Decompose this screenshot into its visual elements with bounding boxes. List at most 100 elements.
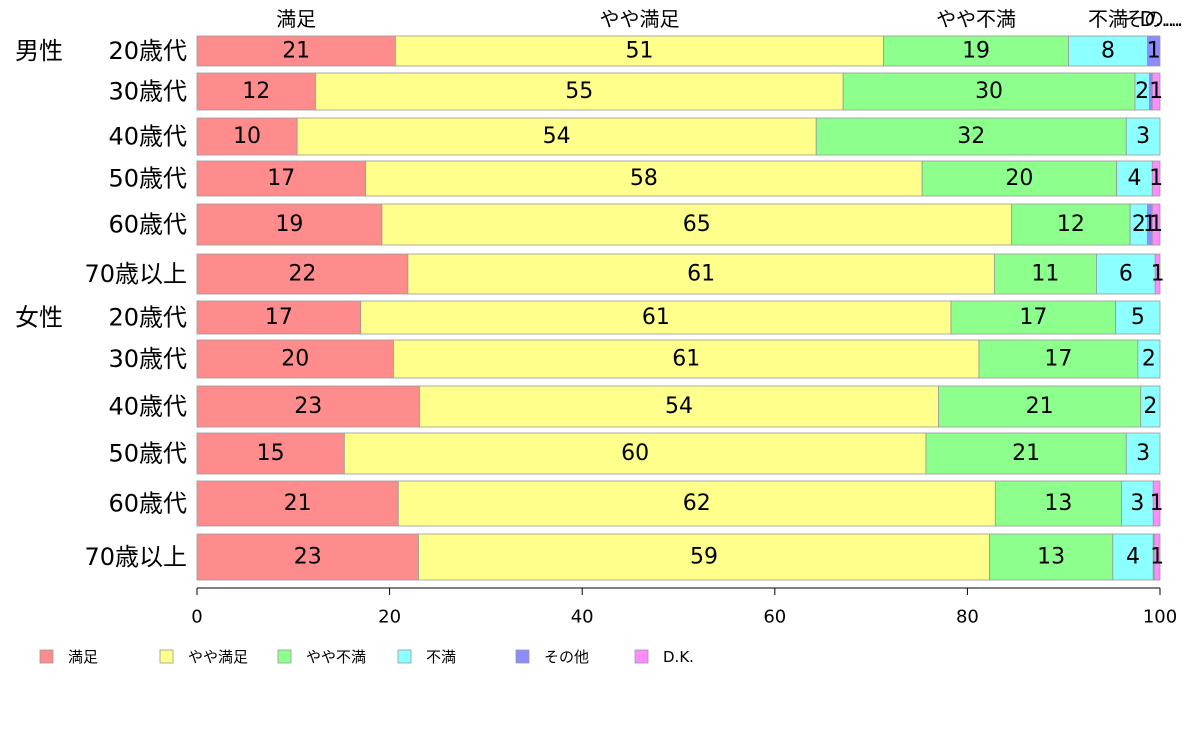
bar-segment <box>950 300 1117 335</box>
bar-segment <box>393 339 980 379</box>
data-label: 61 <box>642 305 670 330</box>
data-label: 12 <box>1057 212 1085 237</box>
data-label: 23 <box>294 394 322 419</box>
data-label: 54 <box>543 124 571 149</box>
bar-segment <box>1154 253 1161 295</box>
bar-segment <box>196 35 396 67</box>
bar-segment <box>196 480 399 527</box>
bar-segment <box>196 117 298 156</box>
row-label: 40歳代 <box>108 393 187 421</box>
data-label: 5 <box>1131 305 1145 330</box>
data-label: 22 <box>288 262 316 287</box>
x-tick-label: 20 <box>378 607 401 628</box>
bar-segment <box>196 300 362 335</box>
bar-segment <box>315 72 844 111</box>
bar-segment <box>365 160 923 197</box>
x-tick-label: 80 <box>956 607 979 628</box>
x-axis: 0 20 40 60 80 100 <box>191 587 1177 628</box>
bar-segment <box>1121 480 1154 527</box>
legend-label: 満足 <box>68 648 98 666</box>
data-label: 1 <box>1147 39 1161 64</box>
data-label: 51 <box>625 39 653 64</box>
bar-segment <box>196 160 366 197</box>
legend-label: 不満 <box>426 648 456 666</box>
data-label: 1 <box>1149 212 1163 237</box>
data-label: 2 <box>1135 79 1149 104</box>
bar-segment <box>1147 35 1161 67</box>
data-label: 21 <box>1012 441 1040 466</box>
data-label: 2 <box>1142 347 1156 372</box>
top-segment-label: やや不満 <box>936 7 1016 31</box>
data-label: 8 <box>1101 39 1115 64</box>
bar-segment <box>196 72 316 111</box>
data-label: 55 <box>565 79 593 104</box>
data-label: 15 <box>257 441 285 466</box>
bar-segment <box>360 300 952 335</box>
data-label: 58 <box>630 166 658 191</box>
top-segment-labels: 満足 やや満足 やや不満 不満その...D.... <box>276 7 1183 31</box>
data-label: 61 <box>687 262 715 287</box>
bar-segment <box>1140 385 1161 428</box>
bar-segment <box>1116 160 1153 197</box>
bar-segment <box>1011 203 1131 246</box>
group-label: 男性 <box>15 37 63 65</box>
data-label: 13 <box>1044 491 1072 516</box>
row-label: 30歳代 <box>108 78 187 106</box>
legend-swatch <box>397 649 412 664</box>
data-label: 10 <box>233 124 261 149</box>
bar-segment <box>938 385 1142 428</box>
top-segment-label: 不満 <box>1088 7 1128 31</box>
row-label: 70歳以上 <box>84 543 187 571</box>
data-label: 3 <box>1136 441 1150 466</box>
bar-segment <box>1151 72 1161 111</box>
row-label: 30歳代 <box>108 345 187 373</box>
row-label: 20歳代 <box>108 37 187 65</box>
legend-label: やや不満 <box>306 648 366 666</box>
bar-segment <box>394 35 885 67</box>
row-label: 60歳代 <box>108 490 187 518</box>
bar-segment <box>1152 480 1161 527</box>
data-label: 21 <box>1026 394 1054 419</box>
data-label: 4 <box>1127 166 1141 191</box>
bar-segment <box>196 339 394 379</box>
row-label: 20歳代 <box>108 304 187 332</box>
legend-label: その他 <box>544 648 589 666</box>
bar-segment <box>1115 300 1161 335</box>
data-label: 17 <box>1044 347 1072 372</box>
data-label: 3 <box>1130 491 1144 516</box>
row-label: 70歳以上 <box>84 260 187 288</box>
bar-segment <box>1125 432 1161 475</box>
bar-segment <box>989 533 1114 581</box>
data-label: 61 <box>672 347 700 372</box>
bar-segment <box>815 117 1127 156</box>
data-label: 17 <box>267 166 295 191</box>
legend-swatch <box>515 649 530 664</box>
data-label: 17 <box>265 305 293 330</box>
row-label: 60歳代 <box>108 211 187 239</box>
legend-label: やや満足 <box>188 648 248 666</box>
x-tick-label: 0 <box>191 607 202 628</box>
top-segment-label: D.... <box>1140 7 1181 31</box>
top-segment-label: やや満足 <box>599 7 679 31</box>
data-label: 17 <box>1019 305 1047 330</box>
bar-segment <box>1151 203 1161 246</box>
bar-segment <box>196 385 420 428</box>
data-label: 13 <box>1037 545 1065 570</box>
data-label: 30 <box>975 79 1003 104</box>
group-label: 女性 <box>15 304 63 332</box>
legend-swatch <box>159 649 174 664</box>
row-label: 50歳代 <box>108 440 187 468</box>
data-label: 20 <box>281 347 309 372</box>
bar-segment <box>1096 253 1156 295</box>
bar-segment <box>1112 533 1154 581</box>
legend-label: D.K. <box>663 648 694 666</box>
data-label: 32 <box>957 124 985 149</box>
legend: 満足 やや満足 やや不満 不満 その他 D.K. <box>39 648 694 666</box>
data-label: 1 <box>1149 166 1163 191</box>
bar-segment <box>196 533 419 581</box>
bars: 21 51 19 8 112 55 30 2 110 54 32 317 58 20 4 119 65 12 211… <box>196 35 1165 581</box>
bar-segment <box>993 253 1097 295</box>
data-label: 1 <box>1149 79 1163 104</box>
bar-segment <box>196 253 409 295</box>
